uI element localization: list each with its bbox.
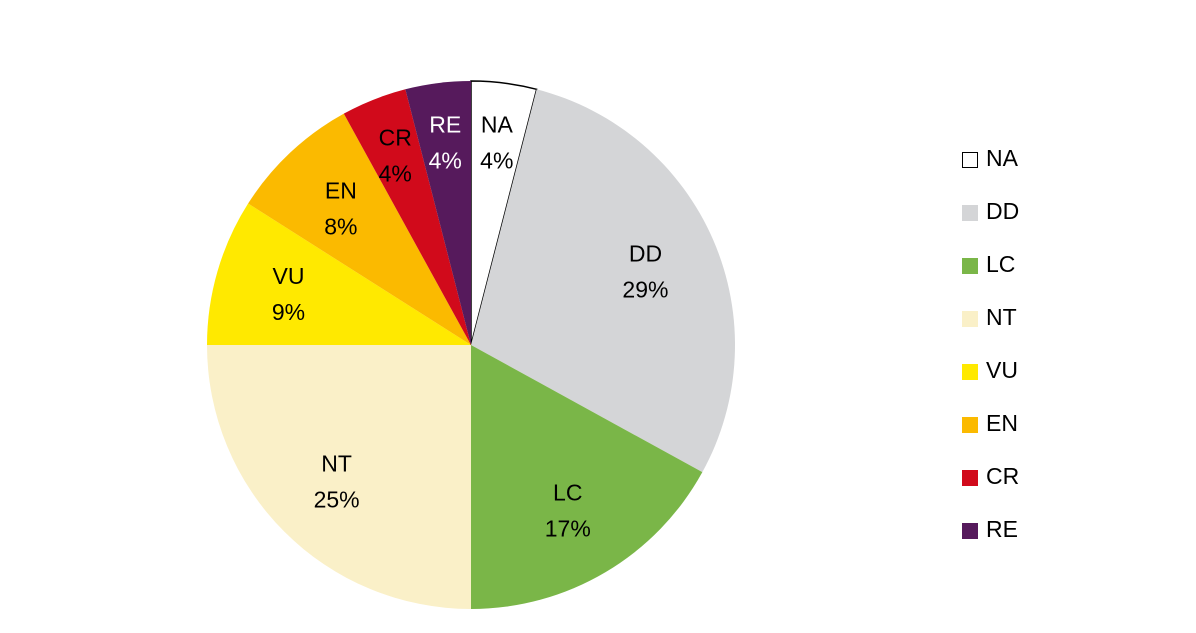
pie-slice-cr [343,89,471,346]
slice-percent-cr: 4% [379,161,412,187]
legend-item-na: NA [962,143,1082,196]
slice-percent-nt: 25% [314,486,360,512]
pie-slice-nt [207,345,471,609]
slice-percent-na: 4% [480,148,513,174]
slice-label-dd: DD [629,241,662,267]
legend-item-re: RE [962,514,1082,567]
legend-label-en: EN [986,410,1018,436]
pie-slice-vu [207,203,471,345]
legend-label-cr: CR [986,463,1020,489]
legend-swatch-lc [962,258,978,274]
slice-label-re: RE [429,112,461,138]
slice-percent-dd: 29% [622,277,668,303]
legend-swatch-nt [962,311,978,327]
slice-label-en: EN [325,177,357,203]
legend-label-dd: DD [986,198,1020,224]
legend-swatch-vu [962,364,978,380]
pie-slice-re [405,81,471,345]
slice-label-vu: VU [272,263,304,289]
legend-swatch-dd [962,205,978,221]
slice-percent-lc: 17% [545,516,591,542]
slice-label-cr: CR [379,125,412,151]
slice-percent-vu: 9% [272,299,305,325]
legend-item-en: EN [962,408,1082,461]
legend-item-vu: VU [962,355,1082,408]
slice-label-lc: LC [553,480,582,506]
legend-label-nt: NT [986,304,1017,330]
legend-swatch-na [962,152,978,168]
legend-swatch-cr [962,470,978,486]
legend-swatch-re [962,523,978,539]
legend: NA DD LC NT VU EN CR RE [962,143,1082,567]
legend-item-dd: DD [962,196,1082,249]
slice-label-nt: NT [321,450,352,476]
pie-slice-dd [471,89,736,473]
pie-slices [207,80,736,609]
legend-label-re: RE [986,516,1018,542]
pie-labels: NA 4% DD 29% LC 17% NT 25% VU 9% EN 8% CR 4% RE 4% [272,112,669,542]
pie-slice-lc [471,345,703,609]
pie-slice-na [470,80,538,346]
legend-label-na: NA [986,145,1018,171]
legend-label-vu: VU [986,357,1018,383]
slice-label-na: NA [481,112,514,138]
slice-percent-re: 4% [429,148,462,174]
legend-item-lc: LC [962,249,1082,302]
legend-item-nt: NT [962,302,1082,355]
legend-label-lc: LC [986,251,1016,277]
slice-percent-en: 8% [324,213,357,239]
legend-item-cr: CR [962,461,1082,514]
legend-swatch-en [962,417,978,433]
pie-slice-en [248,113,471,346]
